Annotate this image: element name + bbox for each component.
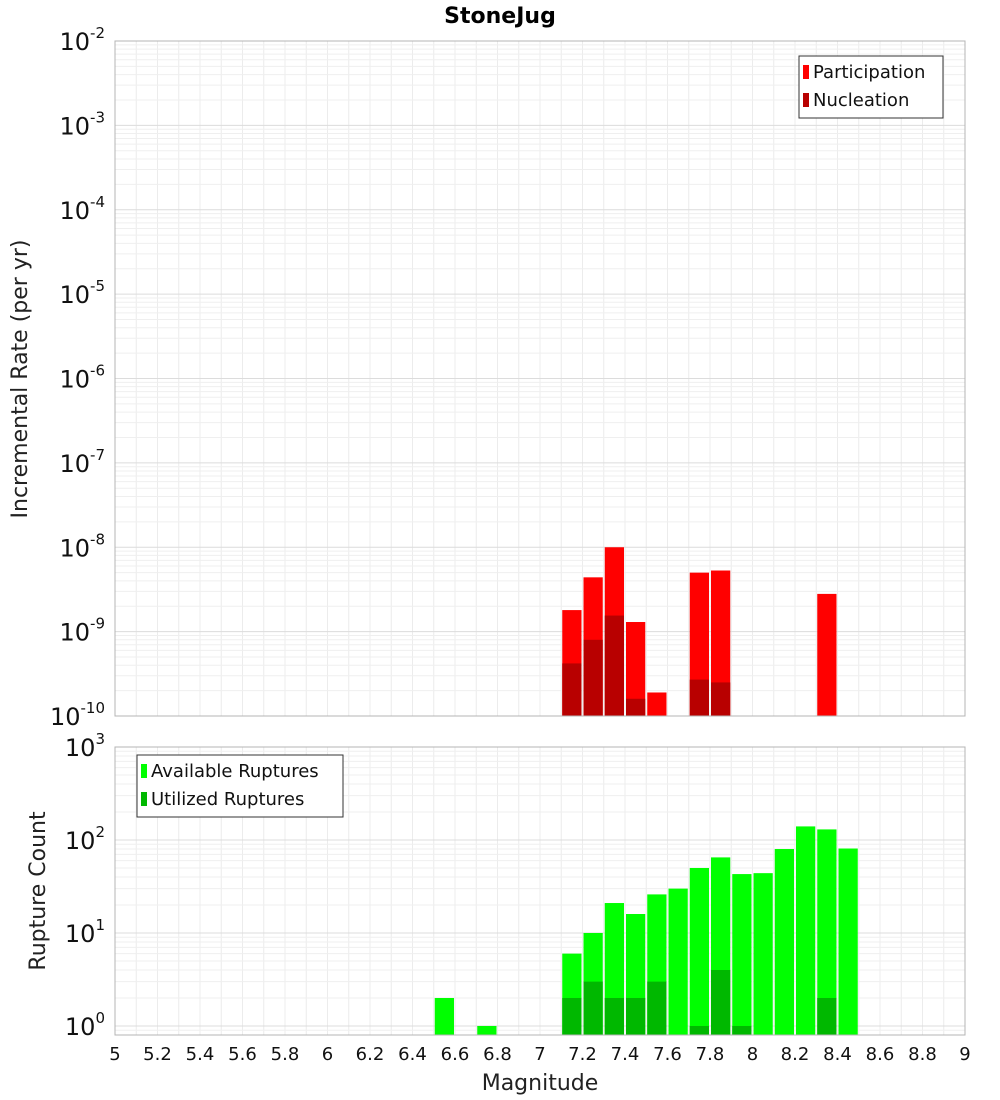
bar bbox=[711, 570, 731, 716]
legend: Participation Nucleation bbox=[798, 55, 944, 119]
legend-box bbox=[136, 754, 344, 818]
y-tick-label: 10-3 bbox=[59, 108, 105, 140]
bar bbox=[583, 981, 603, 1035]
legend-swatch bbox=[141, 792, 147, 806]
x-tick-label: 6.6 bbox=[441, 1044, 470, 1065]
x-tick-label: 8.6 bbox=[866, 1044, 895, 1065]
bar bbox=[562, 997, 582, 1035]
x-tick-label: 9 bbox=[959, 1044, 970, 1065]
plot-frame bbox=[114, 746, 966, 1036]
x-tick-label: 5.8 bbox=[271, 1044, 300, 1065]
grid bbox=[114, 40, 966, 717]
y-tick-label: 10-2 bbox=[59, 24, 105, 56]
bar bbox=[838, 848, 858, 1035]
y-tick-label: 10-7 bbox=[59, 446, 105, 478]
bar bbox=[604, 615, 624, 716]
bar bbox=[626, 997, 646, 1035]
bar bbox=[583, 639, 603, 716]
x-tick-label: 7 bbox=[534, 1044, 545, 1065]
x-tick-label: 5 bbox=[109, 1044, 120, 1065]
x-tick-label: 8 bbox=[747, 1044, 758, 1065]
bar bbox=[626, 698, 646, 716]
plot-frame bbox=[114, 40, 966, 717]
legend-label: Available Ruptures bbox=[151, 761, 319, 782]
x-tick-label: 7.2 bbox=[568, 1044, 597, 1065]
bar bbox=[626, 622, 646, 716]
bar bbox=[711, 969, 731, 1035]
x-tick-label: 7.8 bbox=[696, 1044, 725, 1065]
x-tick-label: 5.6 bbox=[228, 1044, 257, 1065]
y-tick-label: 100 bbox=[65, 1009, 105, 1041]
series-nucleation bbox=[562, 615, 731, 716]
y-tick-label: 10-4 bbox=[59, 193, 105, 225]
y-tick-label: 10-10 bbox=[50, 699, 105, 731]
bar bbox=[604, 997, 624, 1035]
y-tick-label: 103 bbox=[65, 730, 105, 762]
y-tick-label: 10-5 bbox=[59, 277, 105, 309]
bottom-y-axis-label: Rupture Count bbox=[26, 811, 51, 971]
bar bbox=[477, 1025, 497, 1035]
series-utilized-ruptures bbox=[562, 969, 837, 1035]
y-tick-label: 10-8 bbox=[59, 530, 105, 562]
x-tick-label: 8.2 bbox=[781, 1044, 810, 1065]
bar bbox=[562, 663, 582, 716]
chart-title: StoneJug bbox=[444, 4, 556, 29]
top-panel: 10-2 10-3 10-4 10-5 10-6 10-7 10-8 10-9 10-10 Par… bbox=[50, 24, 966, 731]
legend-label: Nucleation bbox=[813, 90, 909, 111]
x-tick-label: 5.2 bbox=[143, 1044, 172, 1065]
bar bbox=[796, 826, 816, 1035]
bar bbox=[732, 874, 752, 1035]
legend-label: Utilized Ruptures bbox=[151, 789, 304, 810]
bar bbox=[689, 1025, 709, 1035]
y-tick-label: 102 bbox=[65, 823, 105, 855]
y-tick-label: 101 bbox=[65, 916, 105, 948]
bar bbox=[434, 997, 454, 1035]
x-tick-label: 6.8 bbox=[483, 1044, 512, 1065]
bar bbox=[732, 1025, 752, 1035]
x-tick-label: 8.8 bbox=[908, 1044, 937, 1065]
bar bbox=[647, 981, 667, 1035]
x-tick-label: 8.4 bbox=[823, 1044, 852, 1065]
top-y-axis-label: Incremental Rate (per yr) bbox=[8, 240, 33, 519]
bar bbox=[817, 997, 837, 1035]
legend: Available Ruptures Utilized Ruptures bbox=[136, 754, 344, 818]
x-tick-label: 6.2 bbox=[356, 1044, 385, 1065]
bar bbox=[689, 679, 709, 716]
legend-swatch bbox=[141, 764, 147, 778]
bar bbox=[753, 873, 773, 1035]
bar bbox=[817, 593, 837, 716]
bar bbox=[647, 692, 667, 716]
x-tick-label: 7.6 bbox=[653, 1044, 682, 1065]
bar bbox=[774, 849, 794, 1035]
bar bbox=[711, 682, 731, 716]
bar bbox=[689, 867, 709, 1035]
legend-swatch bbox=[803, 93, 809, 107]
x-axis-label: Magnitude bbox=[482, 1071, 599, 1096]
x-tick-label: 6.4 bbox=[398, 1044, 427, 1065]
x-tick-label: 5.4 bbox=[186, 1044, 215, 1065]
legend-label: Participation bbox=[813, 62, 925, 83]
y-tick-label: 10-9 bbox=[59, 615, 105, 647]
x-tick-label: 7.4 bbox=[611, 1044, 640, 1065]
legend-box bbox=[798, 55, 944, 119]
legend-swatch bbox=[803, 65, 809, 79]
bar bbox=[668, 888, 688, 1035]
bar bbox=[817, 829, 837, 1035]
x-tick-label: 6 bbox=[322, 1044, 333, 1065]
y-tick-label: 10-6 bbox=[59, 362, 105, 394]
